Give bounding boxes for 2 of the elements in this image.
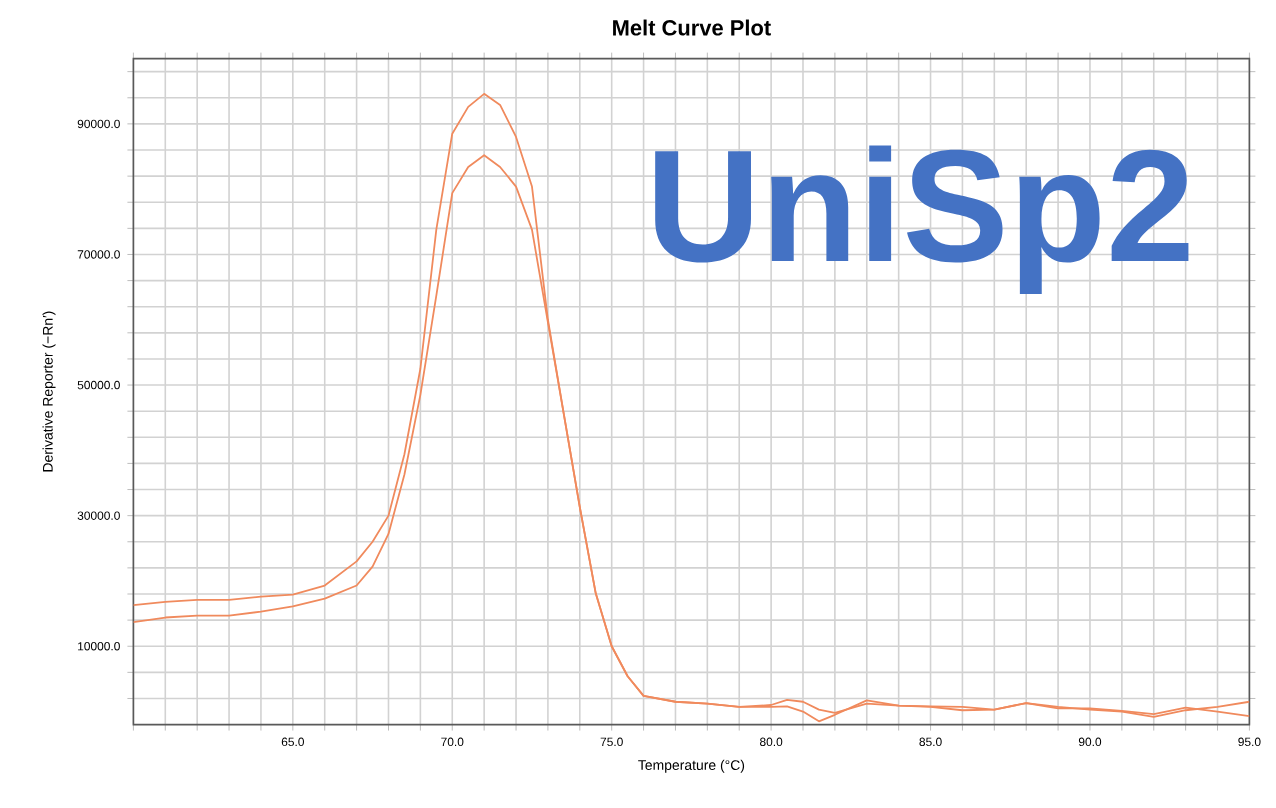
annotation: UniSp2 xyxy=(655,145,1189,295)
chart-title: Melt Curve Plot xyxy=(613,19,771,36)
